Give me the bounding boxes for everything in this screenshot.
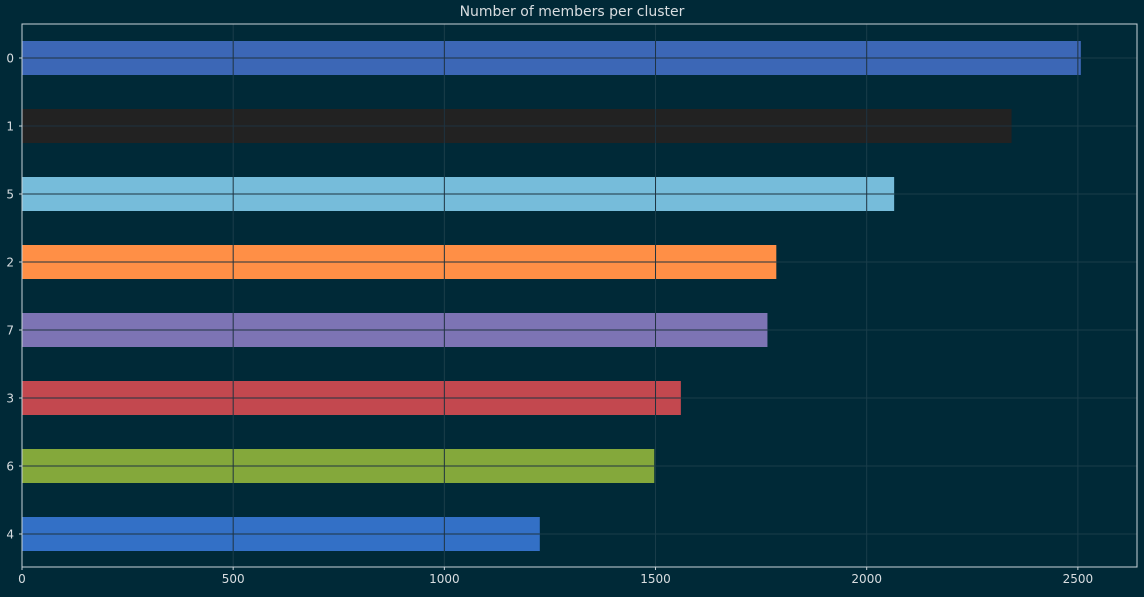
chart-title: Number of members per cluster (459, 4, 685, 20)
x-tick-label: 2500 (1063, 572, 1094, 586)
x-tick-label: 2000 (851, 572, 882, 586)
x-tick-label: 500 (222, 572, 245, 586)
y-tick-label: 2 (6, 256, 14, 270)
y-tick-label: 5 (6, 188, 14, 202)
y-tick-label: 1 (6, 120, 14, 134)
x-tick-label: 1500 (640, 572, 671, 586)
bars (22, 41, 1081, 551)
bar-overlay-lines (22, 41, 1081, 551)
y-tick-label: 6 (6, 460, 14, 474)
plot-border (21, 23, 1138, 568)
y-tick-label: 0 (6, 52, 14, 66)
y-tick-labels: 0 1 5 2 7 3 6 4 (6, 52, 22, 542)
x-tick-label: 1000 (429, 572, 460, 586)
y-tick-label: 4 (6, 528, 14, 542)
y-tick-label: 3 (6, 392, 14, 406)
grid-lines (21, 24, 1137, 567)
y-tick-label: 7 (6, 324, 14, 338)
plot-frame (21, 23, 1138, 568)
x-tick-labels: 0 500 1000 1500 2000 2500 (18, 567, 1093, 586)
x-tick-label: 0 (18, 572, 26, 586)
